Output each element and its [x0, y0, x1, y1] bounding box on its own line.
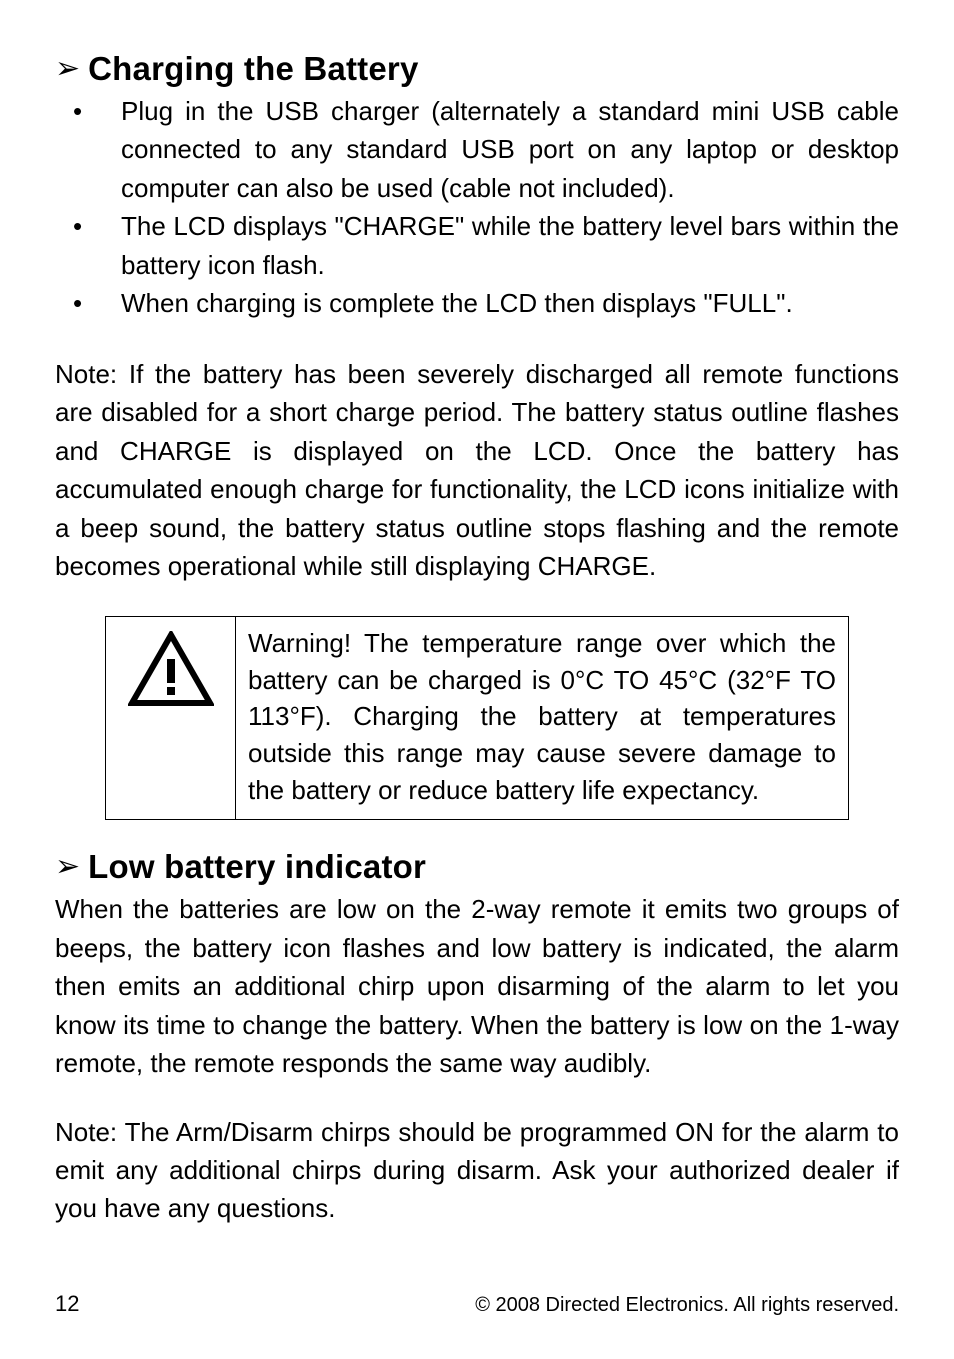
bullet-list: Plug in the USB charger (alternately a s… — [55, 92, 899, 323]
note-paragraph: Note: The Arm/Disarm chirps should be pr… — [55, 1113, 899, 1228]
note-paragraph: Note: If the battery has been severely d… — [55, 355, 899, 586]
chevron-icon: ➢ — [55, 852, 80, 882]
chevron-icon: ➢ — [55, 54, 80, 84]
page-number: 12 — [55, 1291, 79, 1317]
copyright-text: © 2008 Directed Electronics. All rights … — [475, 1294, 899, 1317]
body-paragraph: When the batteries are low on the 2-way … — [55, 890, 899, 1082]
page-footer: 12 © 2008 Directed Electronics. All righ… — [55, 1291, 899, 1317]
heading-text: Low battery indicator — [88, 848, 426, 886]
bullet-item: When charging is complete the LCD then d… — [55, 284, 899, 322]
section-heading-charging: ➢ Charging the Battery — [55, 50, 899, 88]
note-label: Note: — [55, 359, 117, 389]
warning-label: Warning! — [248, 628, 351, 658]
bullet-item: Plug in the USB charger (alternately a s… — [55, 92, 899, 207]
section-heading-lowbatt: ➢ Low battery indicator — [55, 848, 899, 886]
note-body: If the battery has been severely dischar… — [55, 359, 899, 581]
note-body: The Arm/Disarm chirps should be programm… — [55, 1117, 899, 1224]
bullet-item: The LCD displays "CHARGE" while the batt… — [55, 207, 899, 284]
heading-text: Charging the Battery — [88, 50, 418, 88]
warning-icon-cell — [106, 617, 236, 820]
warning-triangle-icon — [128, 631, 214, 707]
warning-text: Warning! The temperature range over whic… — [236, 617, 848, 820]
note-label: Note: — [55, 1117, 117, 1147]
warning-box: Warning! The temperature range over whic… — [105, 616, 849, 821]
